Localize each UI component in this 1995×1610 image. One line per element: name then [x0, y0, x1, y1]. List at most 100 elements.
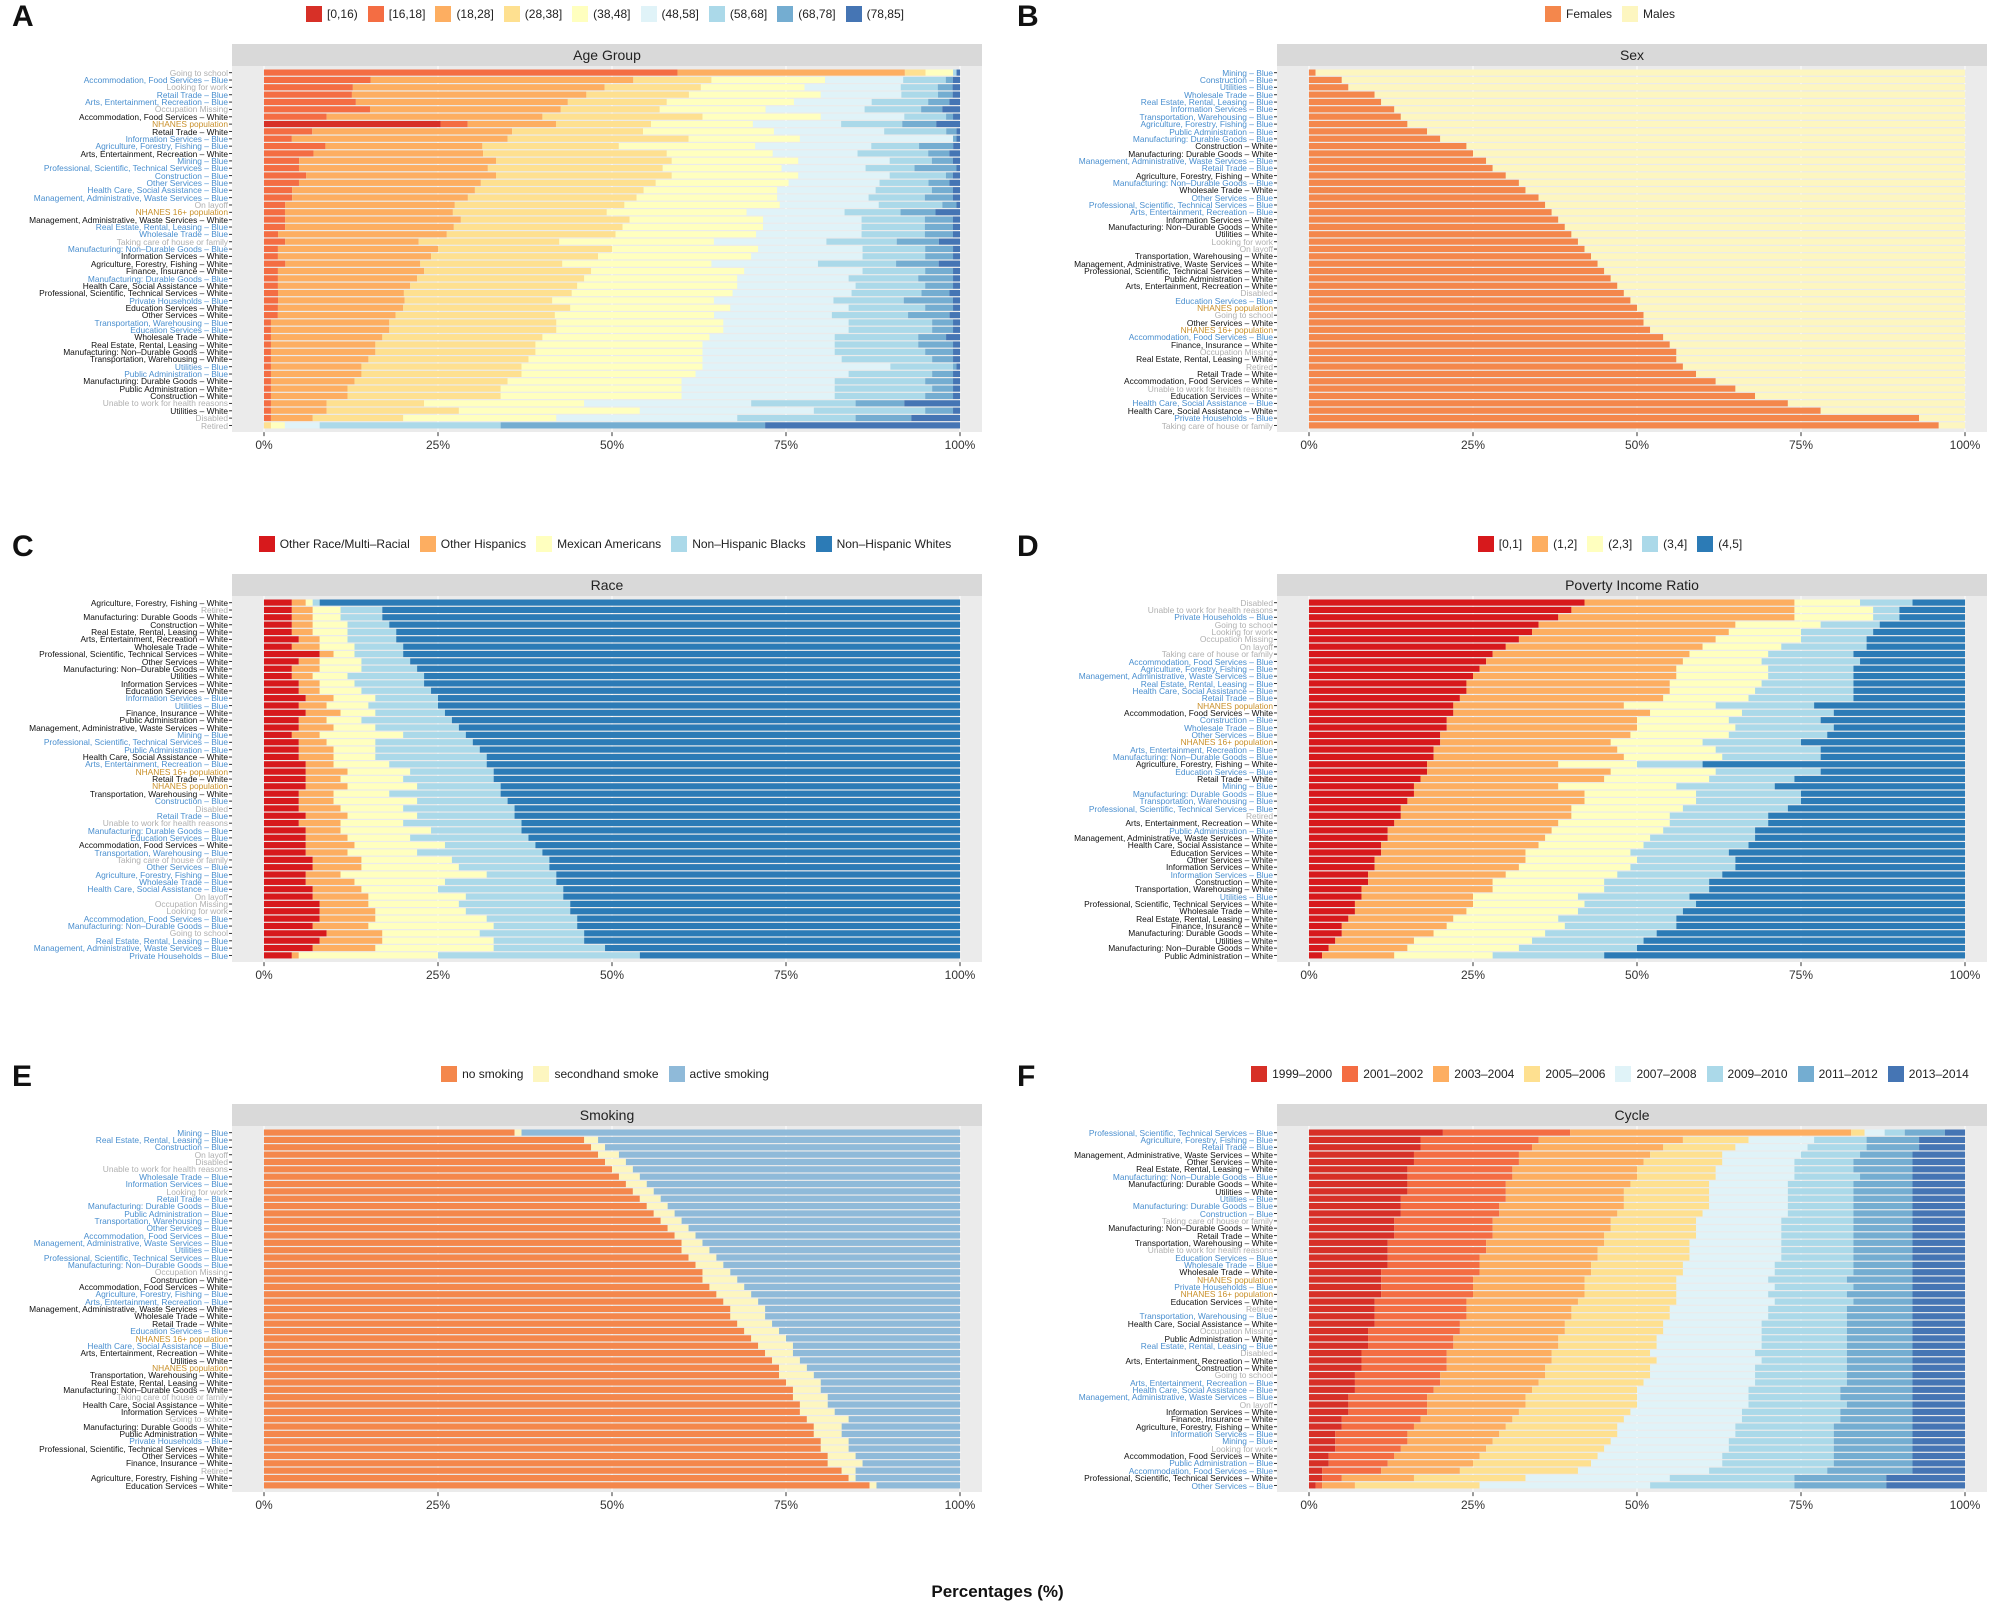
y-tick-label: Information Services – White	[1165, 214, 1273, 225]
bar-segment	[1663, 1327, 1762, 1335]
bar-segment	[312, 628, 348, 636]
legend-item: 2003–2004	[1433, 1066, 1514, 1082]
bar-segment	[1912, 1379, 1965, 1386]
bar-segment	[1309, 1195, 1401, 1202]
bar-segment	[277, 304, 404, 311]
legend-item: [0,1]	[1477, 536, 1522, 552]
bar-segment	[702, 1269, 731, 1276]
y-tick-label: Transportation, Warehousing – Blue	[94, 1215, 228, 1226]
bar-segment	[264, 1136, 585, 1143]
legend-label: (1,2]	[1553, 537, 1578, 551]
bar-segment	[625, 1180, 647, 1188]
bar-segment	[586, 91, 689, 98]
bar-segment	[298, 797, 334, 805]
bar-segment	[438, 245, 612, 253]
bar-segment	[285, 238, 419, 245]
bar-segment	[1309, 1180, 1408, 1188]
y-tick-label: Wholesale Trade – White	[1179, 906, 1273, 917]
bar-segment	[1309, 1210, 1401, 1217]
bar-segment	[264, 1247, 682, 1254]
bar-segment	[305, 783, 348, 790]
bar-segment	[1466, 687, 1670, 694]
bar-segment	[1912, 1460, 1965, 1467]
x-tick-label: 75%	[1788, 1498, 1814, 1513]
y-tick-label: Public Administration – White	[1164, 950, 1273, 961]
y-tick-label: Wholesale Trade – White	[1179, 185, 1273, 196]
bar-segment	[938, 260, 960, 267]
bar-segment	[1309, 1276, 1382, 1283]
bar-segment	[1309, 143, 1467, 150]
bar-segment	[1374, 91, 1965, 98]
bar-segment	[1309, 392, 1756, 400]
bar-segment	[1702, 643, 1782, 650]
bar-segment	[1748, 1401, 1847, 1408]
y-tick-label: Unable to work for health reasons	[102, 818, 228, 829]
bar-segment	[932, 385, 954, 392]
bar-segment	[1309, 282, 1618, 289]
bar-segment	[298, 790, 334, 797]
bar-segment	[806, 1364, 960, 1371]
bar-segment	[326, 717, 362, 724]
y-tick-label: Management, Administrative, Waste Servic…	[29, 1304, 228, 1315]
bar-segment	[1768, 820, 1965, 827]
bar-segment	[465, 893, 564, 900]
bar-segment	[1551, 1357, 1657, 1364]
bar-segment	[1545, 201, 1965, 208]
bar-segment	[264, 1445, 821, 1452]
bar-segment	[633, 76, 712, 83]
bar-segment	[264, 702, 299, 709]
bar-segment	[1669, 1305, 1769, 1313]
bar-segment	[340, 820, 404, 827]
legend-item: (58,68]	[708, 6, 767, 22]
bar-segment	[1309, 69, 1316, 76]
bar-segment	[264, 1320, 738, 1327]
bar-segment	[1381, 1283, 1473, 1290]
bar-segment	[896, 238, 939, 245]
bar-segment	[354, 878, 445, 885]
y-tick-label: NHANES 16+ population	[135, 766, 228, 777]
bar-segment	[1492, 1217, 1611, 1224]
bar-segment	[417, 665, 960, 672]
bar-segment	[622, 223, 764, 230]
bar-segment	[841, 1423, 960, 1430]
y-tick-label: Utilities – Blue	[1219, 82, 1273, 93]
y-tick-label: Professional, Scientific, Technical Serv…	[1088, 803, 1273, 814]
bar-segment	[1381, 849, 1526, 856]
bar-segment	[1919, 1136, 1965, 1143]
bar-segment	[305, 768, 348, 775]
bar-segment	[277, 275, 418, 282]
bar-segment	[1584, 1291, 1677, 1298]
legend: no smoking secondhand smoke active smoking	[220, 1066, 990, 1082]
bar-segment	[298, 746, 334, 753]
bar-segment	[1768, 812, 1965, 819]
bar-segment	[723, 1261, 960, 1268]
bar-segment	[375, 915, 487, 922]
bar-segment	[486, 871, 557, 878]
bar-segment	[1748, 1394, 1841, 1401]
bar-segment	[1755, 1372, 1847, 1379]
legend-label: 1999–2000	[1272, 1067, 1333, 1081]
bar-segment	[786, 1335, 960, 1342]
y-tick-label: Management, Administrative, Waste Servic…	[33, 192, 228, 203]
bar-segment	[452, 209, 607, 216]
bar-segment	[1584, 900, 1697, 907]
bar-segment	[326, 113, 543, 120]
bar-segment	[1650, 326, 1965, 333]
bar-segment	[305, 834, 348, 841]
bar-segment	[1696, 790, 1801, 797]
x-tick-label: 100%	[1949, 968, 1981, 983]
bar-segment	[1538, 1136, 1683, 1143]
bar-segment	[952, 223, 960, 230]
bar-segment	[1394, 106, 1965, 113]
bar-segment	[291, 952, 299, 959]
bar-segment	[1709, 1195, 1788, 1202]
bar-segment	[1768, 1291, 1847, 1298]
bar-segment	[264, 120, 441, 128]
bar-segment	[264, 392, 271, 400]
bar-segment	[834, 334, 919, 341]
bar-segment	[264, 1144, 592, 1151]
bar-segment	[902, 120, 937, 128]
bar-segment	[264, 187, 293, 194]
bar-segment	[333, 724, 376, 731]
bar-segment	[793, 98, 872, 106]
